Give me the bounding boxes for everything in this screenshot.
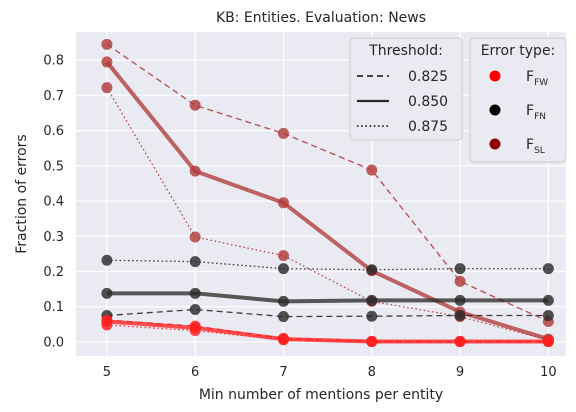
data-point-fw-0875 <box>366 336 378 348</box>
data-point-fw-0875 <box>542 336 554 348</box>
x-axis-label: Min number of mentions per entity <box>199 387 443 403</box>
x-tick-label: 6 <box>191 365 199 380</box>
legend-threshold-title: Threshold: <box>368 43 443 59</box>
data-point-fw-0875 <box>454 336 466 348</box>
data-point-fn-0875 <box>277 263 289 275</box>
series-line-fsl-0850 <box>105 60 549 342</box>
data-point-fsl-0850 <box>101 56 113 68</box>
legend-label-0825: 0.825 <box>408 69 448 85</box>
y-tick-label: 0.3 <box>43 230 64 245</box>
x-tick-label: 10 <box>540 365 557 380</box>
data-point-fn-0825 <box>366 310 378 322</box>
data-point-fn-0825 <box>454 310 466 321</box>
data-point-fn-0825 <box>542 310 554 321</box>
series-line-fsl-0825 <box>106 43 549 323</box>
data-point-fsl-0825 <box>454 275 466 287</box>
data-point-fsl-0825 <box>189 99 201 111</box>
y-tick-label: 0.2 <box>43 265 64 280</box>
legend-label-0875: 0.875 <box>408 119 448 135</box>
data-point-fn-0850 <box>542 294 554 306</box>
data-point-fsl-0825 <box>101 38 113 50</box>
legend-error-type: Error type: FFW FFN FSL <box>469 37 567 163</box>
series-group <box>101 38 554 348</box>
legend-label-fn: FFN <box>526 103 546 122</box>
data-point-fn-0825 <box>277 311 289 323</box>
data-point-fsl-0825 <box>366 164 378 176</box>
data-point-fsl-0875 <box>189 231 201 243</box>
legend-marker-fn <box>489 104 501 116</box>
legend-threshold: Threshold: 0.825 0.850 0.875 <box>349 37 463 141</box>
x-tick-label: 8 <box>368 365 376 380</box>
y-tick-label: 0.6 <box>43 124 64 139</box>
series-line-fn-0850 <box>106 291 549 304</box>
legend-error-title: Error type: <box>481 43 556 59</box>
y-tick-label: 0.7 <box>43 89 64 104</box>
data-point-fn-0850 <box>277 295 289 307</box>
x-tick-label: 9 <box>456 365 464 380</box>
data-point-fn-0825 <box>189 304 201 316</box>
x-tick-label: 7 <box>279 365 287 380</box>
legend-label-0850: 0.850 <box>408 94 448 110</box>
chart-title: KB: Entities. Evaluation: News <box>216 10 426 26</box>
data-point-fn-0875 <box>189 256 201 268</box>
data-point-fn-0850 <box>189 287 201 299</box>
data-point-fn-0875 <box>366 264 378 276</box>
data-point-fsl-0850 <box>189 165 201 177</box>
legend-label-fw: FFW <box>526 69 548 88</box>
data-point-fsl-0825 <box>277 127 289 139</box>
legend-marker-fsl <box>489 138 501 150</box>
legend-error-box <box>469 37 567 163</box>
y-tick-label: 0.8 <box>43 54 64 69</box>
y-tick-label: 0.0 <box>43 335 64 350</box>
y-tick-label: 0.5 <box>43 159 64 174</box>
data-point-fn-0875 <box>542 263 554 275</box>
legend-threshold-box <box>349 37 463 141</box>
data-point-fw-0875 <box>277 334 289 346</box>
data-point-fn-0850 <box>366 294 378 306</box>
data-point-fw-0875 <box>189 325 201 337</box>
legend-marker-fw <box>489 70 501 82</box>
gridlines <box>76 32 566 356</box>
data-point-fsl-0875 <box>277 250 289 262</box>
legend-label-fsl: FSL <box>526 137 545 156</box>
x-tick-label: 5 <box>103 365 111 380</box>
data-point-fn-0875 <box>101 254 113 266</box>
y-axis-label: Fraction of errors <box>14 134 30 253</box>
data-point-fn-0850 <box>454 294 466 306</box>
data-point-fsl-0875 <box>101 82 113 94</box>
data-point-fn-0875 <box>454 263 466 275</box>
series-line-fw-0850 <box>106 319 549 344</box>
tick-labels: 5 6 7 8 9 10 0.0 0.1 0.2 0.3 0.4 0.5 0.6 0.7 0.8 <box>43 54 556 380</box>
y-tick-label: 0.1 <box>43 300 64 315</box>
data-point-fsl-0850 <box>277 197 289 209</box>
y-tick-label: 0.4 <box>43 195 64 210</box>
data-point-fw-0875 <box>101 319 113 331</box>
data-point-fn-0850 <box>101 287 113 299</box>
series-line-fn-0825 <box>106 308 549 318</box>
